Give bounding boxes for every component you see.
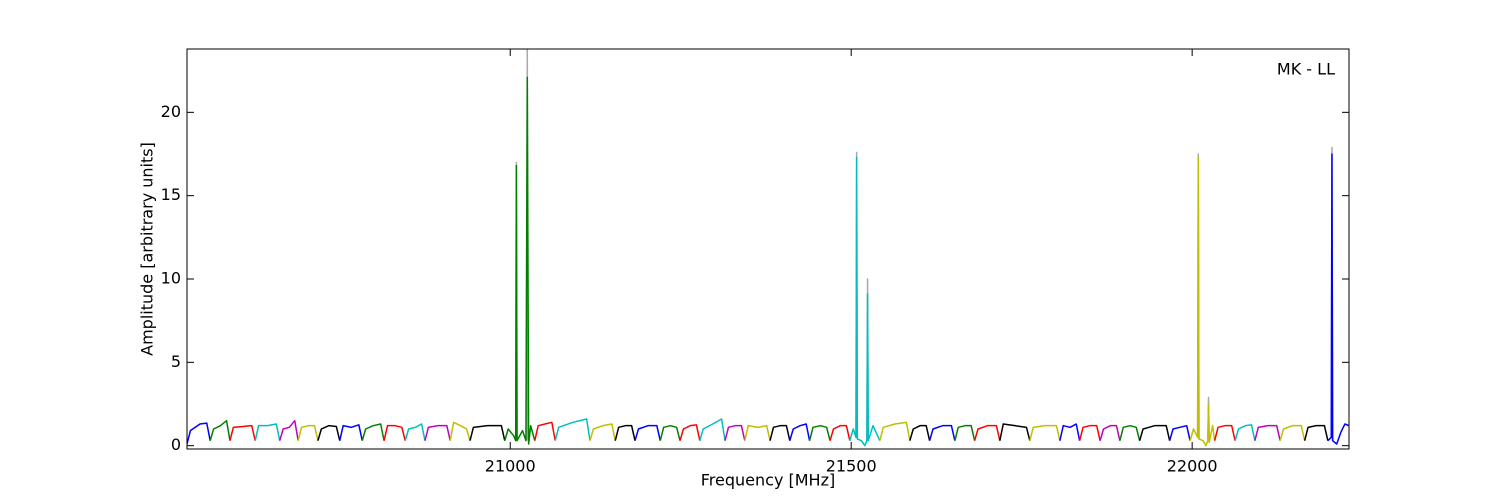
series-line <box>254 423 281 441</box>
series-line <box>1059 423 1081 441</box>
series-line <box>187 422 211 445</box>
series-line <box>928 424 956 441</box>
series-line <box>1099 424 1121 441</box>
series-line <box>209 419 231 441</box>
series-line <box>1138 424 1171 441</box>
series-line <box>424 424 451 441</box>
series-line <box>589 423 616 441</box>
series-line <box>534 421 556 441</box>
series-line <box>1254 424 1281 441</box>
series-line <box>679 424 701 441</box>
series-line <box>769 424 791 441</box>
series-line <box>999 423 1031 441</box>
series-line <box>514 49 1334 443</box>
series-line <box>404 423 426 441</box>
series-line <box>469 424 506 441</box>
series-line <box>634 424 661 441</box>
series-line <box>659 424 681 441</box>
series-line <box>449 421 471 441</box>
series-line <box>1119 424 1141 441</box>
series-line <box>614 424 636 441</box>
series-line <box>909 424 931 441</box>
x-tick-label: 21000 <box>485 457 536 476</box>
series-line <box>724 424 746 441</box>
series-line <box>297 424 319 441</box>
series-line <box>1189 156 1216 447</box>
series-line <box>1327 153 1349 445</box>
series-line <box>229 424 256 441</box>
x-axis-label: Frequency [MHz] <box>701 471 835 490</box>
series-line <box>554 418 591 441</box>
annotation: MK - LL <box>1277 60 1335 79</box>
series-line <box>744 424 771 441</box>
series-line <box>973 424 1001 441</box>
series-line <box>849 156 881 447</box>
x-tick-label: 22000 <box>1167 457 1218 476</box>
series-line <box>954 424 976 441</box>
y-tick-label: 20 <box>161 102 181 121</box>
plot-lines <box>187 49 1349 447</box>
plot-frame <box>186 48 1350 450</box>
series-line <box>879 421 911 441</box>
series-line <box>361 423 385 441</box>
series-line <box>383 424 406 441</box>
series-line <box>1213 424 1236 441</box>
y-tick-label: 5 <box>171 352 181 371</box>
x-tick-label: 21500 <box>826 457 877 476</box>
series-line <box>317 424 341 441</box>
series-line <box>1303 424 1329 441</box>
series-line <box>504 76 536 445</box>
series-line <box>789 423 811 441</box>
y-tick-label: 15 <box>161 185 181 204</box>
series-line <box>339 424 363 441</box>
series-line <box>279 419 299 441</box>
y-axis-label: Amplitude [arbitrary units] <box>138 142 157 356</box>
series-line <box>699 418 726 441</box>
series-line <box>808 424 831 441</box>
series-line <box>1279 424 1306 441</box>
y-tick-label: 0 <box>171 435 181 454</box>
y-tick-label: 10 <box>161 269 181 288</box>
series-line <box>1168 424 1191 441</box>
series-line <box>1078 424 1101 441</box>
series-line <box>1029 424 1061 441</box>
series-line <box>1234 424 1256 441</box>
series-line <box>829 424 851 441</box>
